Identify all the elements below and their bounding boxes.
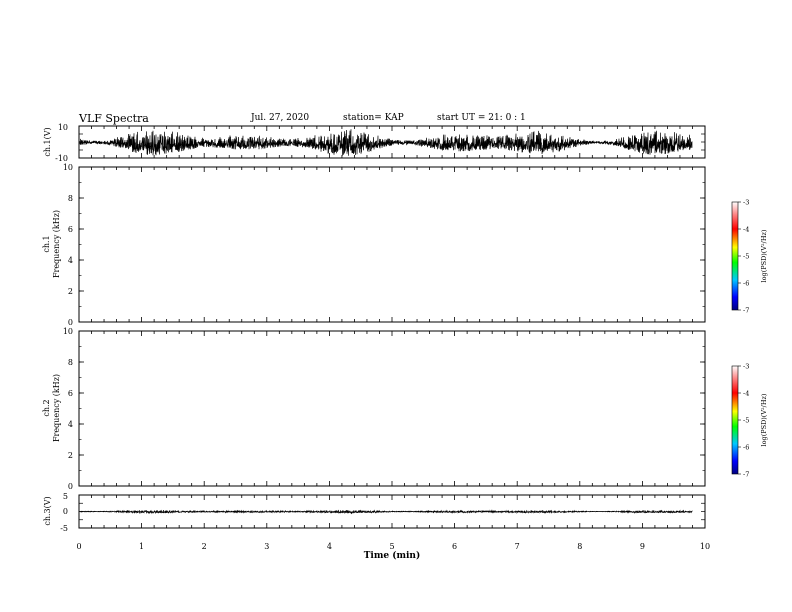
- ch2-spectrogram-panel: 0 2 4 6 8 10 ch.2 Frequency (kHz) -3 -4 -5 -6 -7 …: [0, 327, 768, 491]
- freq-tick-label: 2: [68, 287, 73, 296]
- time-axis-ticklabels: 0 1 2 3 4 5 6 7 8 9 10: [76, 542, 710, 551]
- ch1-ytick-bottom: -10: [55, 154, 68, 163]
- colorbar-tick-label: -6: [743, 280, 749, 288]
- ch1-ytick-top: 10: [58, 123, 68, 132]
- date-label: Jul. 27, 2020: [251, 113, 310, 123]
- ch1-ylabel-frequency: Frequency (kHz): [52, 210, 61, 278]
- freq-tick-label: 6: [68, 389, 73, 398]
- time-tick-label: 5: [389, 542, 394, 551]
- ch3-waveform-ylabel: ch.3(V): [43, 496, 52, 525]
- ch1-spectrogram-panel: 0 2 4 6 8 10 ch.1 Frequency (kHz) -3 -4 -5 -6 -7 …: [0, 163, 768, 327]
- time-tick-label: 8: [577, 542, 582, 551]
- freq-tick-label: 2: [68, 451, 73, 460]
- time-tick-label: 4: [327, 542, 332, 551]
- colorbar-tick-label: -7: [743, 471, 749, 479]
- freq-tick-label: 4: [68, 420, 73, 429]
- freq-tick-label: 10: [63, 327, 73, 336]
- colorbar-tick-label: -5: [743, 253, 749, 261]
- freq-tick-label: 8: [68, 194, 73, 203]
- chart-title: VLF Spectra: [79, 112, 149, 125]
- time-tick-label: 9: [640, 542, 645, 551]
- freq-tick-label: 4: [68, 256, 73, 265]
- colorbar-tick-label: -5: [743, 417, 749, 425]
- ch2-colorbar-label: log(PSD)(V²/Hz): [760, 393, 768, 446]
- ch1-ylabel-channel: ch.1: [42, 235, 51, 252]
- time-tick-label: 0: [76, 542, 81, 551]
- start-time-label: start UT = 21: 0 : 1: [437, 113, 526, 123]
- station-label: station= KAP: [343, 113, 404, 123]
- time-tick-label: 3: [264, 542, 269, 551]
- freq-tick-label: 6: [68, 225, 73, 234]
- freq-tick-label: 10: [63, 163, 73, 172]
- time-tick-label: 2: [202, 542, 207, 551]
- ch1-colorbar: -3 -4 -5 -6 -7 log(PSD)(V²/Hz): [731, 199, 768, 315]
- freq-tick-label: 0: [68, 318, 73, 327]
- ch3-ytick-bottom: -5: [60, 524, 68, 533]
- ch2-colorbar: -3 -4 -5 -6 -7 log(PSD)(V²/Hz): [731, 363, 768, 479]
- ch1-waveform-panel: 10 -10 ch.1(V): [43, 123, 706, 163]
- waveform-trace: [79, 129, 693, 156]
- time-tick-label: 1: [139, 542, 144, 551]
- time-tick-label: 7: [515, 542, 520, 551]
- ch3-ytick-mid: 0: [63, 507, 68, 516]
- colorbar-tick-label: -4: [743, 226, 749, 234]
- time-tick-label: 10: [700, 542, 710, 551]
- waveform-trace: [79, 509, 693, 515]
- ch2-ylabel-frequency: Frequency (kHz): [52, 374, 61, 442]
- colorbar-tick-label: -3: [743, 199, 749, 207]
- ch1-colorbar-label: log(PSD)(V²/Hz): [760, 229, 768, 282]
- colorbar-tick-label: -7: [743, 307, 749, 315]
- time-tick-label: 6: [452, 542, 457, 551]
- freq-tick-label: 0: [68, 482, 73, 491]
- colorbar-tick-label: -6: [743, 444, 749, 452]
- ch1-waveform-ylabel: ch.1(V): [43, 127, 52, 156]
- ch3-waveform-panel: 5 0 -5 ch.3(V): [43, 492, 706, 533]
- freq-tick-label: 8: [68, 358, 73, 367]
- time-axis-label: Time (min): [364, 550, 421, 561]
- colorbar-tick-label: -4: [743, 390, 749, 398]
- ch3-ytick-top: 5: [63, 492, 68, 501]
- ch2-ylabel-channel: ch.2: [42, 399, 51, 416]
- colorbar-tick-label: -3: [743, 363, 749, 371]
